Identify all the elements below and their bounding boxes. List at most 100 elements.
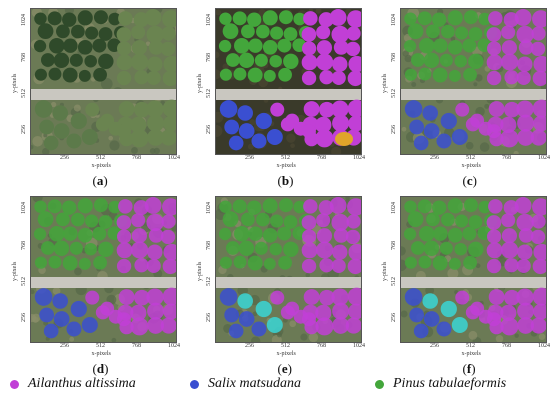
tree-crown-pine bbox=[263, 257, 276, 270]
ground-texture bbox=[475, 74, 483, 82]
tree-crown-pine bbox=[77, 39, 93, 55]
tree-crown-ail bbox=[116, 70, 132, 86]
tree-crown-sal bbox=[251, 321, 267, 337]
tree-crown-ail bbox=[488, 101, 505, 117]
y-tick-label: 256 bbox=[21, 313, 27, 322]
tree-crown-pine bbox=[49, 225, 65, 242]
tree-crown-pine bbox=[93, 198, 108, 213]
legend-label-salix: Salix matsudana bbox=[208, 376, 301, 391]
tree-crown-ail bbox=[332, 302, 350, 320]
tree-crown-pine bbox=[225, 241, 240, 255]
ground-texture bbox=[465, 141, 474, 150]
tree-crown-pine bbox=[218, 227, 232, 241]
tree-crown-pine bbox=[468, 215, 483, 229]
tree-crown-pine bbox=[232, 11, 247, 26]
tree-crown-pine bbox=[404, 200, 417, 213]
tree-crown-pine bbox=[418, 67, 432, 81]
tree-crown-ail bbox=[533, 55, 546, 73]
tree-crown-ail bbox=[134, 258, 149, 273]
y-tick-label: 768 bbox=[391, 53, 397, 62]
tree-crown-sal bbox=[237, 293, 253, 309]
ground-texture bbox=[475, 263, 481, 269]
tree-crown-pine bbox=[262, 198, 278, 214]
tree-crown-sal bbox=[81, 128, 98, 146]
y-tick-label: 768 bbox=[391, 241, 397, 250]
legend-label-ailanthus: Ailanthus altissima bbox=[28, 376, 136, 391]
tree-crown-ail bbox=[118, 289, 135, 305]
tree-crown-ail bbox=[160, 129, 176, 146]
x-tick-label: 768 bbox=[502, 343, 511, 349]
tree-crown-ail bbox=[532, 198, 546, 216]
tree-crown-pine bbox=[263, 69, 276, 82]
tree-crown-ail bbox=[130, 129, 149, 148]
y-tick-label: 1024 bbox=[206, 14, 212, 26]
x-tick-label: 1024 bbox=[538, 155, 550, 161]
tree-crown-ail bbox=[146, 70, 161, 85]
tree-crown-pine bbox=[278, 255, 292, 270]
tree-crown-pine bbox=[85, 214, 99, 228]
tree-crown-pine bbox=[278, 67, 292, 82]
ground-texture bbox=[331, 146, 342, 154]
tree-crown-sal bbox=[53, 311, 70, 327]
panel-caption-c: (c) bbox=[462, 173, 477, 188]
tree-crown-pine bbox=[432, 255, 448, 271]
tree-crown-pine bbox=[404, 256, 417, 269]
tree-crown-sal bbox=[224, 307, 240, 323]
tree-crown-sal bbox=[413, 323, 429, 339]
tree-crown-pine bbox=[417, 199, 432, 214]
road bbox=[401, 277, 546, 288]
tree-crown-ail bbox=[500, 116, 517, 134]
tree-crown-ail bbox=[118, 101, 135, 117]
tree-crown-pine bbox=[84, 54, 97, 68]
tree-crown-ail bbox=[530, 229, 546, 245]
tree-crown-pine bbox=[439, 53, 453, 67]
tree-crown-pine bbox=[34, 12, 47, 25]
tree-crown-ail bbox=[116, 124, 131, 139]
y-tick-label: 1024 bbox=[391, 14, 397, 26]
tree-crown-ail bbox=[147, 317, 164, 334]
ground-texture bbox=[145, 41, 151, 46]
tree-crown-ail bbox=[163, 303, 176, 320]
tree-crown-ail bbox=[348, 303, 361, 320]
ground-texture bbox=[108, 135, 114, 141]
ground-texture bbox=[300, 333, 308, 341]
tree-crown-sal bbox=[228, 323, 244, 339]
tree-crown-ail bbox=[303, 11, 318, 26]
tree-crown-ail bbox=[163, 55, 176, 73]
tree-crown-pine bbox=[56, 24, 70, 39]
tree-crown-pine bbox=[441, 212, 455, 227]
panel-image-e bbox=[216, 197, 361, 342]
tree-crown-ail bbox=[301, 70, 317, 86]
tree-crown-pine bbox=[247, 200, 262, 215]
tree-crown-pine bbox=[254, 53, 268, 67]
tree-crown-pine bbox=[410, 53, 425, 67]
x-axis-title: x-pixels bbox=[276, 163, 296, 169]
tree-crown-pine bbox=[433, 226, 448, 241]
tree-crown-pine bbox=[293, 12, 307, 26]
x-tick-label: 512 bbox=[466, 155, 475, 161]
tree-crown-pine bbox=[293, 200, 307, 214]
tree-crown-pine bbox=[478, 200, 492, 214]
tree-crown-ail bbox=[315, 116, 332, 134]
legend-item-ailanthus: Ailanthus altissima bbox=[10, 376, 136, 392]
tree-crown-sal bbox=[70, 112, 87, 130]
tree-crown-ail bbox=[516, 288, 534, 306]
tree-crown-ail bbox=[116, 242, 133, 259]
tree-crown-ail bbox=[162, 99, 176, 118]
tree-crown-ail bbox=[504, 101, 520, 118]
x-tick-label: 256 bbox=[430, 155, 439, 161]
tree-crown-ail bbox=[134, 101, 150, 118]
tree-crown-ail bbox=[347, 258, 361, 275]
tree-crown-pine bbox=[447, 227, 463, 243]
tree-crown-sal bbox=[423, 123, 440, 139]
tree-crown-ail bbox=[116, 215, 132, 230]
panel-caption-e: (e) bbox=[277, 361, 292, 376]
tree-crown-pine bbox=[98, 241, 114, 258]
legend-label-pinus: Pinus tabulaeformis bbox=[393, 376, 507, 391]
tree-crown-sal bbox=[440, 300, 457, 318]
tree-crown-pine bbox=[407, 23, 424, 40]
tree-crown-pine bbox=[92, 226, 107, 241]
y-tick-label: 256 bbox=[391, 125, 397, 134]
x-tick-label: 768 bbox=[317, 155, 326, 161]
tree-crown-sal bbox=[423, 311, 440, 327]
